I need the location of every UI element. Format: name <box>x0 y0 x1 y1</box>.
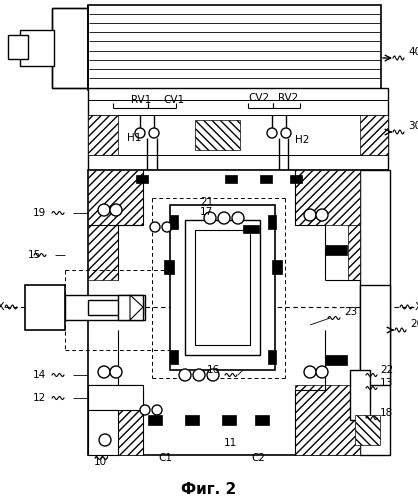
Text: Фиг. 2: Фиг. 2 <box>181 482 237 498</box>
Bar <box>348 225 360 280</box>
Bar <box>185 220 260 355</box>
Circle shape <box>218 212 230 224</box>
Circle shape <box>110 366 122 378</box>
Bar <box>170 205 275 370</box>
Bar <box>325 355 347 365</box>
Bar <box>164 260 174 274</box>
Circle shape <box>193 369 205 381</box>
Text: 40: 40 <box>408 47 418 57</box>
Circle shape <box>110 204 122 216</box>
Bar <box>260 175 272 183</box>
Circle shape <box>316 366 328 378</box>
Bar <box>8 35 28 59</box>
Text: 16: 16 <box>207 365 220 375</box>
Bar <box>88 5 381 90</box>
Circle shape <box>149 128 159 138</box>
Bar <box>360 285 390 385</box>
Text: 14: 14 <box>33 370 46 380</box>
Bar <box>268 215 276 229</box>
Text: 15: 15 <box>28 250 41 260</box>
Text: CV1: CV1 <box>163 95 184 105</box>
Text: X: X <box>415 302 418 312</box>
Circle shape <box>304 209 316 221</box>
Text: 17: 17 <box>200 207 213 217</box>
Bar <box>88 225 118 280</box>
Bar <box>355 415 380 445</box>
Bar <box>88 410 118 455</box>
Bar <box>290 175 302 183</box>
Polygon shape <box>130 295 143 320</box>
Text: 23: 23 <box>344 307 357 317</box>
Bar <box>118 295 143 320</box>
Circle shape <box>304 366 316 378</box>
Bar <box>350 370 370 420</box>
Text: 20: 20 <box>410 319 418 329</box>
Text: X: X <box>0 302 4 312</box>
Text: RV1: RV1 <box>131 95 151 105</box>
Bar <box>255 415 269 425</box>
Text: 18: 18 <box>380 408 393 418</box>
Bar <box>185 415 199 425</box>
Bar <box>170 350 178 364</box>
Text: H2: H2 <box>295 135 309 145</box>
Text: C2: C2 <box>251 453 265 463</box>
Bar <box>65 295 145 320</box>
Circle shape <box>162 222 172 232</box>
Bar <box>195 120 240 150</box>
Text: 10: 10 <box>94 457 107 467</box>
Circle shape <box>98 204 110 216</box>
Text: 21: 21 <box>200 197 213 207</box>
Bar <box>195 230 250 345</box>
Circle shape <box>99 434 111 446</box>
Text: 22: 22 <box>380 365 393 375</box>
Bar <box>295 385 360 455</box>
Text: 30: 30 <box>408 121 418 131</box>
Bar <box>170 215 178 229</box>
Text: 12: 12 <box>33 393 46 403</box>
Text: RV2: RV2 <box>278 93 298 103</box>
Text: 13: 13 <box>380 378 393 388</box>
Bar <box>360 115 388 155</box>
Circle shape <box>267 128 277 138</box>
Bar <box>325 245 347 255</box>
Bar <box>295 170 360 225</box>
Circle shape <box>98 366 110 378</box>
Text: C1: C1 <box>158 453 172 463</box>
Text: 11: 11 <box>223 438 237 448</box>
Text: H1: H1 <box>127 133 141 143</box>
Bar <box>88 385 143 410</box>
Circle shape <box>281 128 291 138</box>
Circle shape <box>232 212 244 224</box>
Bar <box>88 88 388 170</box>
Bar <box>20 30 54 66</box>
Bar <box>88 115 118 155</box>
Bar <box>88 385 143 455</box>
Bar <box>52 8 90 88</box>
Bar <box>88 300 143 315</box>
Bar <box>225 175 237 183</box>
Bar <box>148 415 162 425</box>
Circle shape <box>316 209 328 221</box>
Bar <box>360 170 390 455</box>
Bar <box>222 415 236 425</box>
Circle shape <box>152 405 162 415</box>
Bar <box>88 170 143 225</box>
Bar <box>25 285 65 330</box>
Bar <box>243 225 259 233</box>
Circle shape <box>135 128 145 138</box>
Circle shape <box>207 369 219 381</box>
Bar <box>88 170 388 455</box>
Text: CV2: CV2 <box>248 93 269 103</box>
Text: 19: 19 <box>33 208 46 218</box>
Circle shape <box>150 222 160 232</box>
Circle shape <box>140 405 150 415</box>
Circle shape <box>179 369 191 381</box>
Bar <box>272 260 282 274</box>
Bar <box>136 175 148 183</box>
Circle shape <box>204 212 216 224</box>
Bar <box>268 350 276 364</box>
